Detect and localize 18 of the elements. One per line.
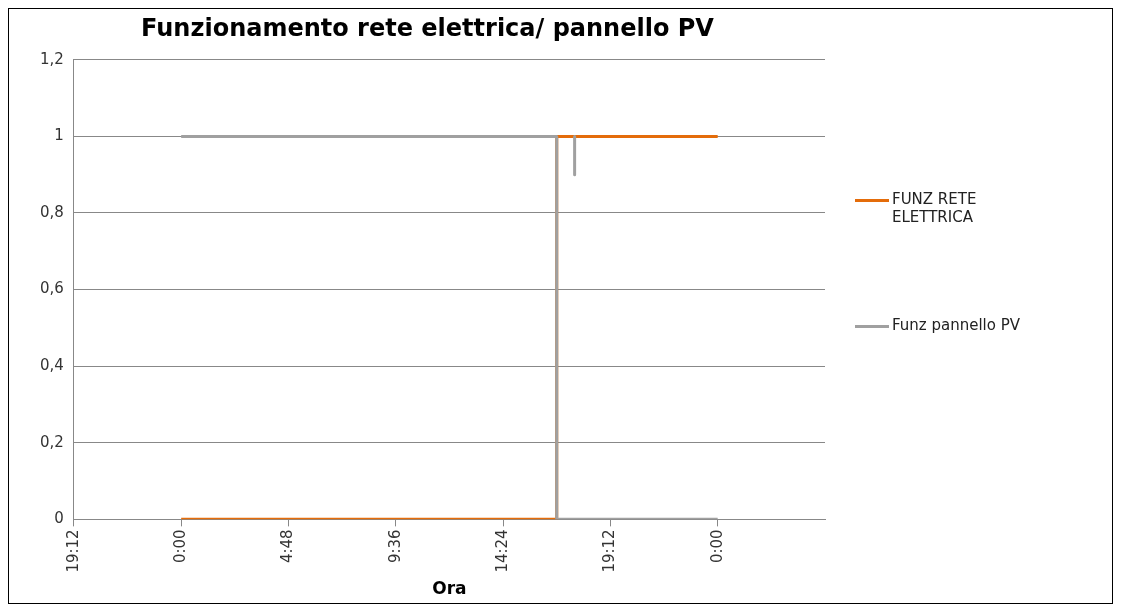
y-tick-label: 0,2 bbox=[40, 432, 64, 451]
legend-label: FUNZ RETE ELETTRICA bbox=[892, 190, 978, 226]
x-axis-title: Ora bbox=[432, 578, 467, 599]
x-tick-label: 19:12 bbox=[600, 529, 619, 573]
x-tick-label: 0:00 bbox=[171, 529, 190, 564]
chart-title: Funzionamento rete elettrica/ pannello PV bbox=[141, 13, 715, 42]
y-tick-label: 0,4 bbox=[40, 356, 64, 375]
y-tick-label: 0,8 bbox=[40, 202, 64, 221]
x-tick-label: 0:00 bbox=[707, 529, 726, 564]
x-tick-label: 14:24 bbox=[492, 529, 511, 573]
y-tick-label: 0,6 bbox=[40, 279, 64, 298]
legend-label: Funz pannello PV bbox=[892, 316, 1021, 334]
y-tick-label: 1 bbox=[54, 126, 64, 145]
y-tick-label: 0 bbox=[54, 509, 64, 528]
y-tick-label: 1,2 bbox=[40, 49, 64, 68]
x-tick-label: 19:12 bbox=[63, 529, 82, 573]
x-tick-label: 9:36 bbox=[385, 529, 404, 564]
x-tick-label: 4:48 bbox=[278, 529, 297, 564]
